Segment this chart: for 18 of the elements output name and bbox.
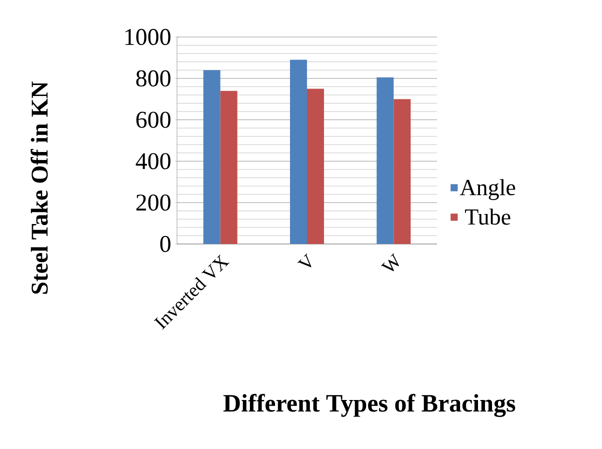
y-tick-label: 0 (160, 236, 170, 252)
y-axis-title: Steel Take Off in KN (30, 82, 48, 294)
y-tick-label: 600 (136, 112, 170, 128)
bar (203, 70, 220, 244)
x-tick-label: V (297, 253, 312, 268)
y-tick-label: 200 (136, 194, 170, 211)
bar (394, 99, 411, 244)
x-tick-label: W (380, 253, 399, 272)
y-tick-label: 400 (136, 153, 170, 170)
y-tick-label: 800 (136, 70, 170, 86)
bar (307, 88, 324, 244)
legend-label: Tube (465, 208, 510, 225)
bar (220, 90, 238, 244)
bar (376, 77, 394, 244)
y-tick-label: 1000 (125, 28, 170, 46)
legend-label: Angle (460, 179, 516, 200)
bar (290, 60, 307, 244)
x-axis-title: Different Types of Bracings (223, 394, 516, 418)
